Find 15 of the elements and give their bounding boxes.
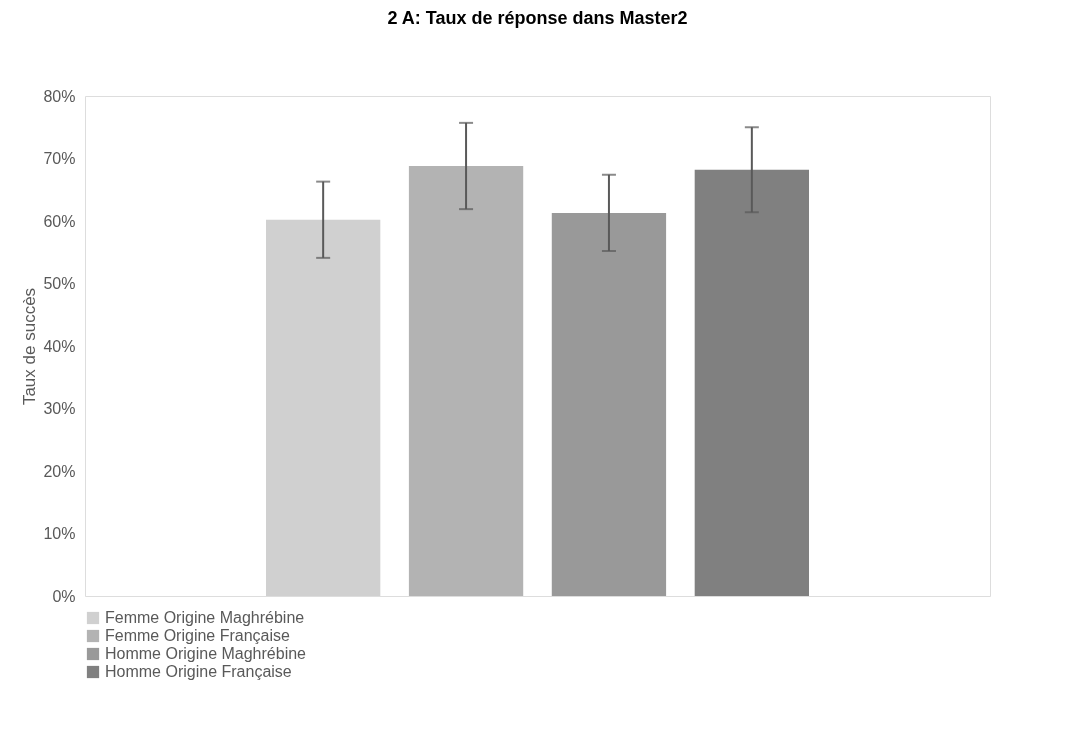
legend-label: Homme Origine Maghrébine [105, 645, 307, 662]
y-tick-label: 10% [43, 525, 76, 542]
chart-title: 2 A: Taux de réponse dans Master2 [387, 8, 688, 28]
y-tick-label: 60% [43, 212, 76, 230]
y-axis-title: Taux de succès [20, 287, 40, 406]
y-tick-label: 20% [43, 462, 76, 480]
legend-label: Femme Origine Maghrébine [105, 609, 305, 626]
legend-label: Homme Origine Française [105, 663, 292, 680]
y-tick-label: 80% [43, 87, 76, 105]
y-tick-label: 40% [43, 337, 76, 355]
y-tick-label: 30% [43, 400, 76, 417]
y-tick-label: 50% [43, 275, 76, 292]
y-tick-label: 70% [43, 150, 76, 167]
legend-label: Femme Origine Française [105, 627, 291, 644]
y-tick-label: 0% [52, 587, 76, 605]
